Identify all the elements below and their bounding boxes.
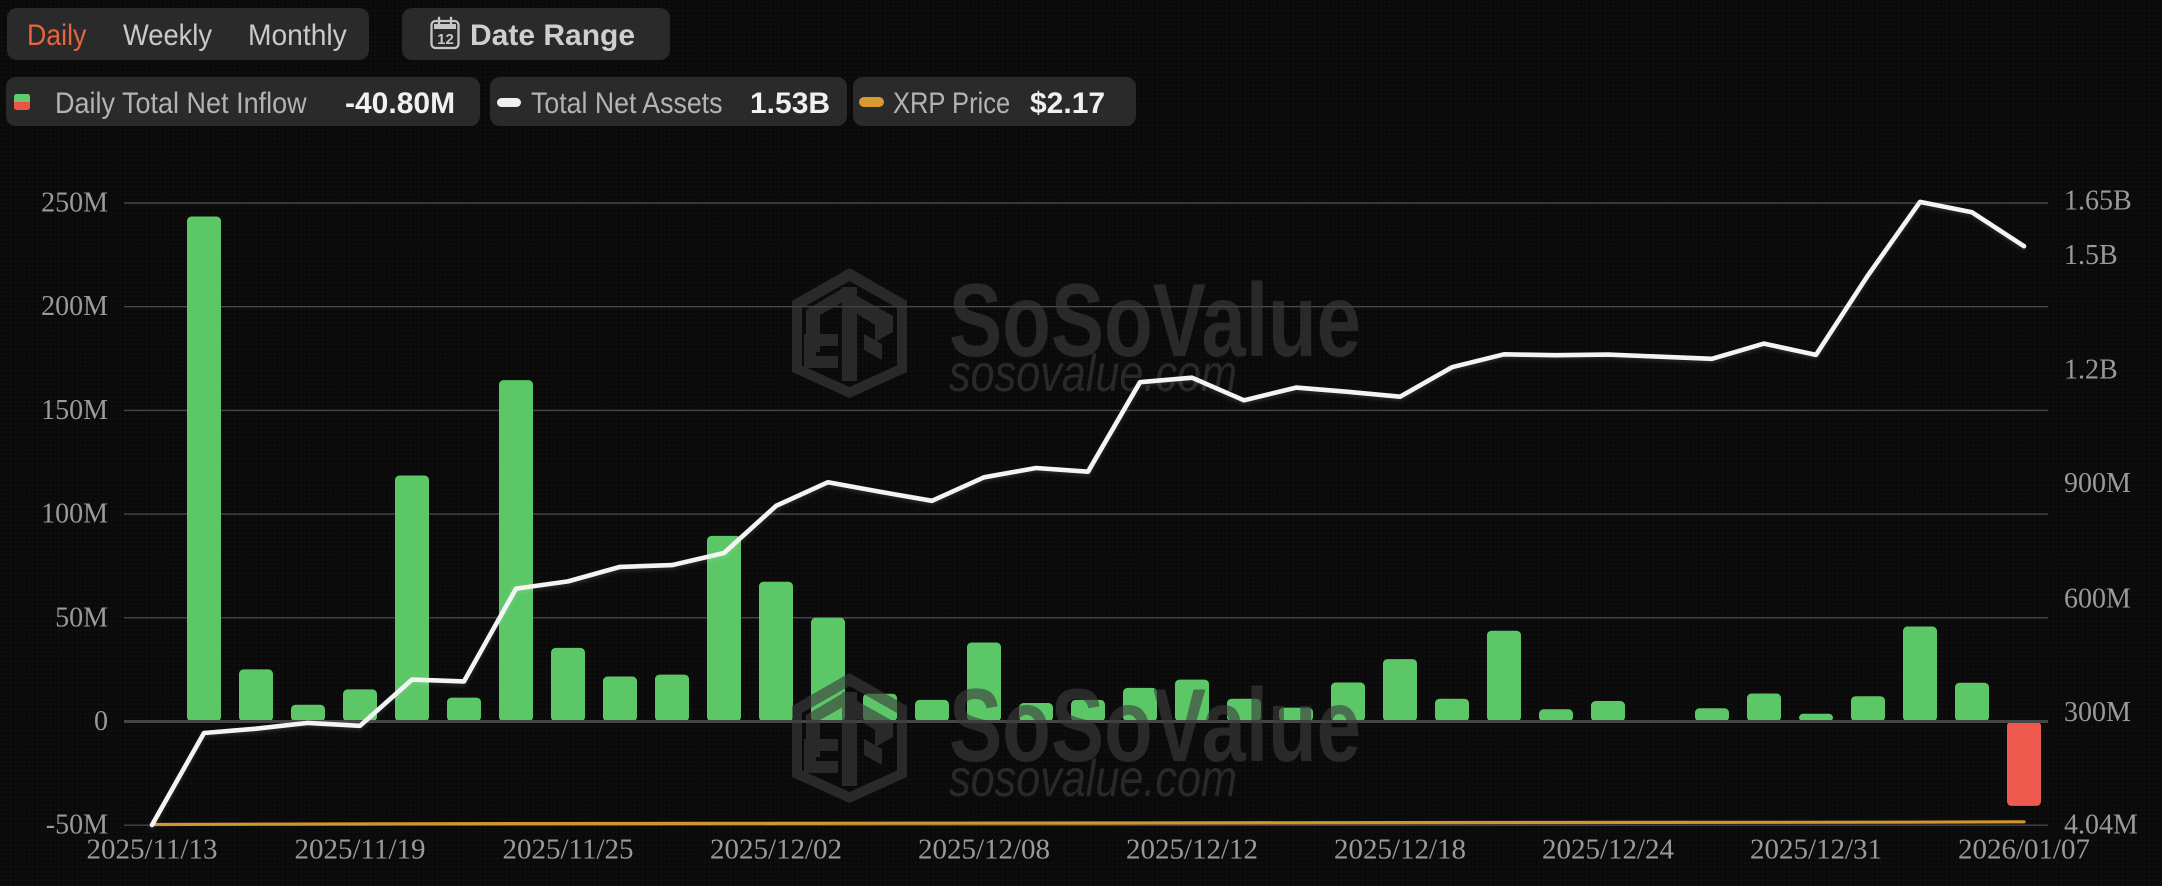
- svg-text:2025/11/25: 2025/11/25: [502, 834, 633, 866]
- svg-text:50M: 50M: [55, 602, 108, 633]
- svg-text:sosovalue.com: sosovalue.com: [949, 345, 1237, 403]
- svg-text:100M: 100M: [41, 499, 108, 530]
- svg-text:SoSoValue: SoSoValue: [949, 263, 1361, 379]
- svg-text:2025/12/08: 2025/12/08: [918, 834, 1050, 866]
- svg-text:2025/12/18: 2025/12/18: [1334, 834, 1466, 866]
- svg-text:sosovalue.com: sosovalue.com: [949, 750, 1237, 808]
- svg-text:0: 0: [94, 706, 108, 737]
- svg-text:2025/12/02: 2025/12/02: [710, 834, 842, 866]
- svg-text:900M: 900M: [2064, 468, 2131, 499]
- svg-text:2025/12/12: 2025/12/12: [1126, 834, 1258, 866]
- svg-text:1.65B: 1.65B: [2064, 186, 2132, 217]
- svg-text:4.04M: 4.04M: [2064, 810, 2138, 841]
- svg-text:12: 12: [437, 31, 454, 48]
- svg-text:1.5B: 1.5B: [2064, 240, 2118, 271]
- svg-text:-50M: -50M: [46, 810, 108, 841]
- svg-text:300M: 300M: [2064, 697, 2131, 728]
- svg-text:SoSoValue: SoSoValue: [949, 668, 1361, 784]
- svg-text:2025/11/19: 2025/11/19: [294, 834, 425, 866]
- svg-text:2025/12/31: 2025/12/31: [1750, 834, 1882, 866]
- svg-text:200M: 200M: [41, 291, 108, 322]
- svg-text:2026/01/07: 2026/01/07: [1958, 834, 2090, 866]
- svg-text:150M: 150M: [41, 395, 108, 426]
- svg-text:600M: 600M: [2064, 584, 2131, 615]
- svg-text:1.2B: 1.2B: [2064, 355, 2118, 386]
- svg-text:2025/11/13: 2025/11/13: [86, 834, 217, 866]
- svg-text:2025/12/24: 2025/12/24: [1542, 834, 1675, 866]
- svg-text:250M: 250M: [41, 188, 108, 219]
